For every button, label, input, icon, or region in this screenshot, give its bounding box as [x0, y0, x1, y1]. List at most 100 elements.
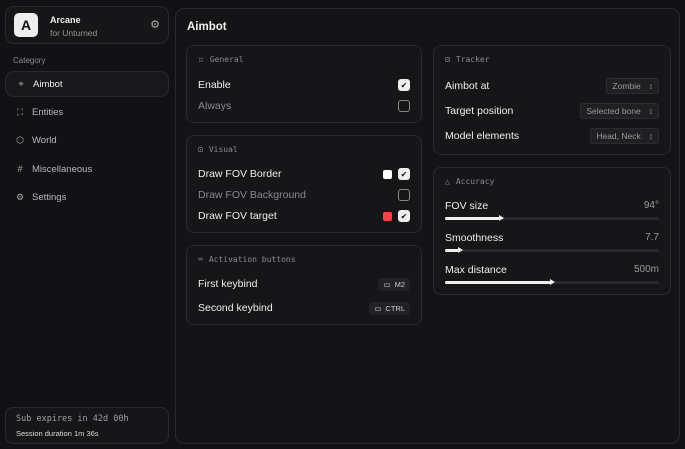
brand-card: A Arcane for Unturned ⚙	[5, 6, 169, 44]
sidebar-item-settings[interactable]: ⚙ Settings	[5, 184, 169, 210]
model-elements-label: Model elements	[445, 130, 520, 142]
fov-target-color-swatch[interactable]	[383, 211, 392, 221]
target-position-select[interactable]: Selected bone ↕	[580, 103, 659, 119]
sidebar-item-label: Entities	[32, 106, 64, 118]
entities-icon: ⛶	[16, 106, 24, 117]
card-title: Accuracy	[455, 177, 495, 186]
smoothness-label: Smoothness	[445, 232, 504, 244]
max-distance-value: 500m	[633, 264, 659, 275]
sidebar-item-label: Aimbot	[33, 78, 63, 90]
select-value: Zombie	[612, 81, 641, 91]
max-distance-slider-row: Max distance 500m	[445, 264, 659, 292]
crosshair-icon: ⌖	[18, 78, 24, 89]
fov-size-slider[interactable]	[445, 215, 659, 221]
visual-card: ⊡ Visual Draw FOV Border ✔ Draw FOV Backgr…	[186, 135, 422, 233]
sidebar-item-entities[interactable]: ⛶ Entities	[5, 99, 169, 125]
fov-border-label: Draw FOV Border	[198, 168, 282, 180]
keyboard-icon: ⌨	[198, 255, 203, 264]
fov-target-label: Draw FOV target	[198, 210, 277, 222]
key-label: CTRL	[385, 303, 405, 313]
sidebar-item-label: World	[32, 134, 57, 146]
sidebar-item-world[interactable]: ⬡ World	[5, 127, 169, 153]
gear-icon[interactable]: ⚙	[150, 19, 160, 31]
session-duration: Session duration 1m 36s	[16, 429, 99, 438]
enable-label: Enable	[198, 79, 231, 91]
model-elements-row: Model elements Head, Neck ↕	[445, 127, 659, 145]
sidebar: A Arcane for Unturned ⚙ Category ⌖ Aimbot…	[0, 0, 173, 449]
keyboard-icon: ▭	[383, 279, 391, 289]
chevron-updown-icon: ↕	[648, 106, 653, 116]
fov-target-row: Draw FOV target ✔	[198, 207, 410, 225]
fov-size-value: 94°	[643, 200, 659, 211]
sidebar-item-label: Settings	[32, 191, 67, 203]
aimbot-at-select[interactable]: Zombie ↕	[606, 78, 659, 94]
second-keybind-button[interactable]: ▭ CTRL	[369, 301, 410, 315]
sidebar-item-miscellaneous[interactable]: # Miscellaneous	[5, 156, 169, 182]
smoothness-slider-row: Smoothness 7.7	[445, 232, 659, 260]
fov-background-checkbox[interactable]	[398, 189, 410, 201]
sidebar-item-label: Miscellaneous	[32, 163, 93, 175]
grid-icon: #	[17, 164, 23, 174]
target-position-row: Target position Selected bone ↕	[445, 102, 659, 120]
chevron-updown-icon: ↕	[648, 131, 653, 141]
fov-border-checkbox[interactable]: ✔	[398, 168, 410, 180]
second-keybind-row: Second keybind ▭ CTRL	[198, 299, 410, 317]
slider-fill	[445, 217, 501, 220]
fov-size-slider-row: FOV size 94°	[445, 200, 659, 228]
model-elements-select[interactable]: Head, Neck ↕	[590, 128, 659, 144]
fov-border-color-swatch[interactable]	[383, 169, 392, 179]
brand-subtitle: for Unturned	[50, 28, 98, 38]
slider-handle[interactable]	[550, 279, 555, 285]
card-title: General	[209, 55, 244, 64]
card-title: Visual	[208, 145, 238, 154]
category-label: Category	[13, 56, 46, 65]
max-distance-slider[interactable]	[445, 279, 659, 285]
accuracy-card: △ Accuracy FOV size 94° Smoothness 7.7 Max …	[433, 167, 671, 295]
first-keybind-button[interactable]: ▭ M2	[378, 277, 410, 291]
smoothness-slider[interactable]	[445, 247, 659, 253]
fov-background-row: Draw FOV Background	[198, 186, 410, 204]
tracker-card: ⊟ Tracker Aimbot at Zombie ↕ Target positio…	[433, 45, 671, 155]
fov-border-row: Draw FOV Border ✔	[198, 165, 410, 183]
triangle-icon: △	[445, 177, 450, 186]
second-keybind-label: Second keybind	[198, 302, 273, 314]
general-icon: ⠶	[198, 55, 204, 64]
always-checkbox[interactable]	[398, 100, 410, 112]
always-label: Always	[198, 100, 232, 112]
first-keybind-label: First keybind	[198, 278, 258, 290]
slider-handle[interactable]	[457, 247, 463, 253]
enable-checkbox[interactable]: ✔	[398, 79, 410, 91]
slider-fill	[445, 281, 552, 284]
subscription-expiry: Sub expires in 42d 00h	[16, 414, 129, 424]
general-card: ⠶ General Enable ✔ Always	[186, 45, 422, 123]
aimbot-at-label: Aimbot at	[445, 80, 490, 92]
fov-size-label: FOV size	[445, 200, 489, 212]
key-label: M2	[394, 279, 405, 289]
fov-background-label: Draw FOV Background	[198, 189, 306, 201]
aimbot-at-row: Aimbot at Zombie ↕	[445, 77, 659, 95]
select-value: Head, Neck	[596, 131, 641, 141]
card-title: Activation buttons	[208, 255, 296, 264]
brand-name: Arcane	[50, 15, 81, 25]
card-title: Tracker	[455, 55, 490, 64]
keyboard-icon: ▭	[374, 303, 382, 313]
activation-card: ⌨ Activation buttons First keybind ▭ M2 Sec…	[186, 245, 422, 325]
subscription-card: Sub expires in 42d 00h Session duration …	[5, 407, 169, 444]
always-row: Always	[198, 97, 410, 115]
logo: A	[14, 13, 38, 37]
page-title: Aimbot	[187, 21, 227, 33]
gear-icon: ⚙	[15, 191, 25, 202]
target-position-label: Target position	[445, 105, 514, 117]
main-panel: Aimbot ⠶ General Enable ✔ Always ⊡ Visual D…	[175, 8, 680, 444]
slider-fill	[445, 249, 460, 252]
max-distance-label: Max distance	[445, 264, 507, 276]
first-keybind-row: First keybind ▭ M2	[198, 275, 410, 293]
slider-handle[interactable]	[498, 215, 504, 221]
enable-row: Enable ✔	[198, 76, 410, 94]
visual-icon: ⊡	[198, 145, 203, 154]
fov-target-checkbox[interactable]: ✔	[398, 210, 410, 222]
cube-icon: ⬡	[16, 134, 24, 145]
sidebar-item-aimbot[interactable]: ⌖ Aimbot	[5, 71, 169, 97]
select-value: Selected bone	[586, 106, 641, 116]
chevron-updown-icon: ↕	[648, 81, 653, 91]
